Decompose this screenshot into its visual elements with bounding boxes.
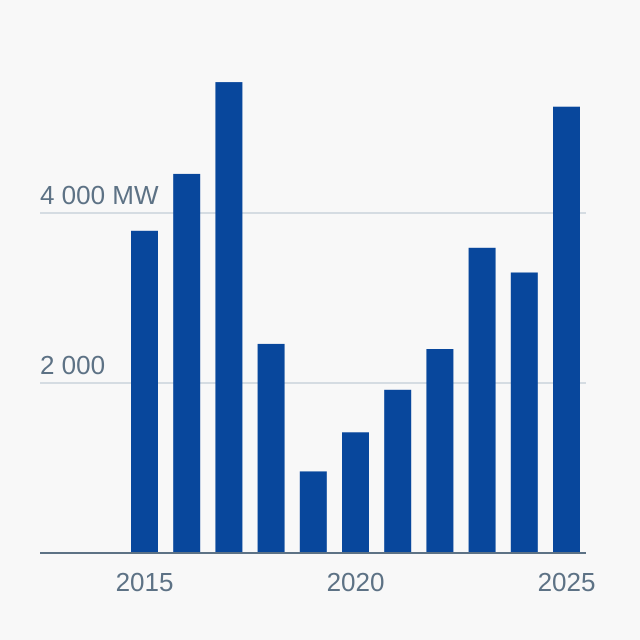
bar-2018 (257, 343, 285, 553)
bars (131, 82, 580, 554)
y-tick-labels: 2 000 4 000 MW (40, 180, 159, 380)
y-tick-label: 2 000 (40, 350, 105, 380)
y-tick-label: 4 000 MW (40, 180, 159, 210)
bar-2025 (553, 106, 580, 553)
bar-2019 (299, 471, 327, 553)
bar-2016 (173, 173, 201, 553)
x-tick-label: 2015 (116, 567, 174, 597)
bar-2023 (468, 247, 496, 554)
bar-2017 (215, 82, 243, 553)
bar-2024 (510, 272, 538, 553)
gridlines (40, 212, 586, 384)
bar-2020 (342, 432, 369, 553)
bar-2021 (384, 389, 412, 553)
x-tick-label: 2020 (327, 567, 385, 597)
x-tick-label: 2025 (538, 567, 596, 597)
x-tick-labels: 2015 2020 2025 (116, 567, 596, 597)
bar-2022 (426, 349, 454, 553)
bar-2015 (131, 230, 158, 554)
